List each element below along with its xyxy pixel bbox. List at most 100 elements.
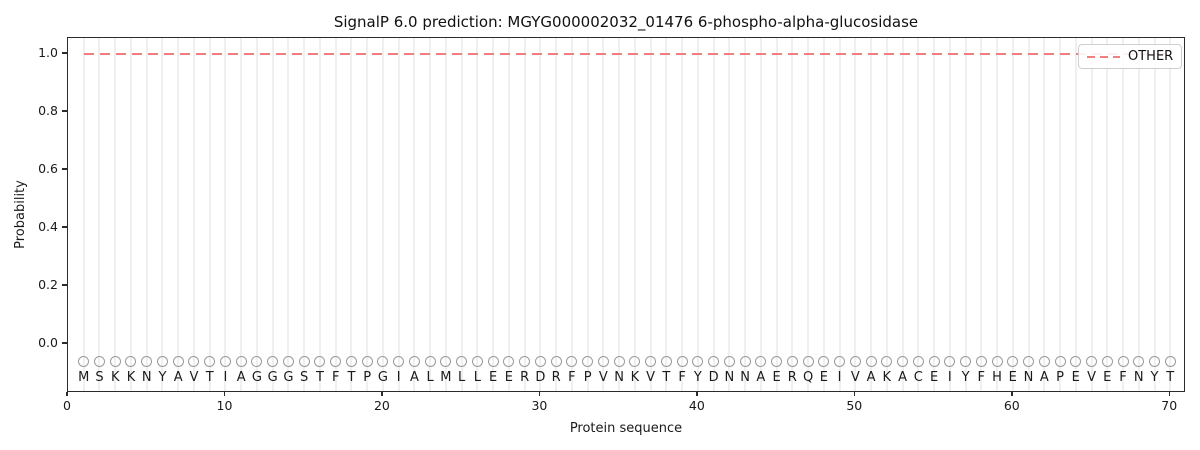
- residue-letter: R: [520, 370, 530, 385]
- residue-gridline: [177, 38, 180, 391]
- residue-marker-circle: [78, 356, 90, 367]
- residue-marker-circle: [534, 356, 546, 367]
- residue-marker-circle: [424, 356, 436, 367]
- residue-gridline: [507, 38, 510, 391]
- residue-marker-circle: [582, 356, 594, 367]
- residue-marker-circle: [93, 356, 105, 367]
- y-tick-label: 0.6: [38, 161, 58, 176]
- residue-gridline: [224, 38, 227, 391]
- residue-letter: N: [1133, 370, 1144, 385]
- residue-gridline: [791, 38, 794, 391]
- residue-letter: E: [1008, 370, 1017, 385]
- residue-letter: V: [850, 370, 860, 385]
- y-tick-label: 0.0: [38, 335, 58, 350]
- residue-marker-circle: [487, 356, 499, 367]
- residue-gridline: [161, 38, 164, 391]
- residue-marker-circle: [1038, 356, 1050, 367]
- residue-letter: T: [315, 370, 324, 385]
- residue-marker-circle: [282, 356, 294, 367]
- other-probability-line: [83, 53, 1171, 55]
- residue-letter: A: [898, 370, 908, 385]
- residue-marker-circle: [1007, 356, 1019, 367]
- residue-marker-circle: [519, 356, 531, 367]
- residue-gridline: [996, 38, 999, 391]
- residue-marker-circle: [330, 356, 342, 367]
- x-tick-label: 30: [531, 398, 548, 413]
- residue-letter: F: [331, 370, 340, 385]
- residue-letter: I: [947, 370, 952, 385]
- residue-letter: E: [772, 370, 781, 385]
- residue-letter: T: [1166, 370, 1175, 385]
- residue-gridline: [1169, 38, 1172, 391]
- residue-letter: F: [568, 370, 576, 385]
- residue-gridline: [1122, 38, 1124, 391]
- residue-marker-circle: [660, 356, 672, 367]
- residue-letter: Q: [802, 370, 814, 385]
- residue-letter: E: [504, 370, 513, 385]
- residue-gridline: [980, 38, 983, 391]
- residue-marker-circle: [125, 356, 137, 367]
- residue-letter: G: [251, 370, 262, 385]
- residue-gridline: [129, 38, 132, 391]
- y-tick-label: 0.4: [38, 219, 58, 234]
- residue-gridline: [1074, 38, 1077, 391]
- residue-gridline: [807, 38, 810, 391]
- x-axis-label: Protein sequence: [569, 421, 683, 436]
- residue-letter: E: [1103, 370, 1112, 385]
- residue-marker-circle: [991, 356, 1003, 367]
- residue-marker-circle: [786, 356, 798, 367]
- x-tick-mark: [538, 392, 541, 396]
- residue-letter: A: [1039, 370, 1049, 385]
- residue-marker-circle: [550, 356, 562, 367]
- residue-gridline: [145, 38, 148, 391]
- residue-marker-circle: [204, 356, 216, 367]
- residue-letter: V: [598, 370, 608, 385]
- residue-letter: I: [837, 370, 842, 385]
- residue-marker-circle: [172, 356, 184, 367]
- residue-gridline: [334, 38, 337, 391]
- residue-marker-circle: [235, 356, 247, 367]
- residue-letter: K: [126, 370, 136, 385]
- residue-gridline: [1043, 38, 1046, 391]
- residue-letter: P: [583, 370, 592, 385]
- residue-marker-circle: [645, 356, 657, 367]
- residue-gridline: [555, 38, 558, 391]
- residue-gridline: [602, 38, 605, 391]
- residue-gridline: [696, 38, 699, 391]
- y-tick-label: 0.8: [38, 103, 58, 118]
- residue-letter: F: [1119, 370, 1127, 385]
- residue-letter: I: [396, 370, 401, 385]
- residue-letter: N: [1023, 370, 1034, 385]
- residue-gridline: [271, 38, 274, 391]
- residue-marker-circle: [834, 356, 846, 367]
- residue-letter: F: [977, 370, 986, 385]
- residue-letter: E: [929, 370, 939, 385]
- residue-gridline: [885, 38, 888, 391]
- residue-marker-circle: [219, 356, 231, 367]
- y-tick-mark: [61, 342, 67, 344]
- residue-gridline: [586, 38, 589, 391]
- residue-marker-circle: [188, 356, 200, 367]
- residue-gridline: [712, 38, 715, 391]
- residue-marker-circle: [1133, 356, 1145, 367]
- residue-marker-circle: [109, 356, 121, 367]
- residue-marker-circle: [298, 356, 310, 367]
- residue-gridline: [1106, 38, 1109, 391]
- residue-letter: V: [646, 370, 656, 385]
- residue-marker-circle: [377, 356, 389, 367]
- x-tick-mark: [223, 392, 226, 396]
- residue-letter: K: [882, 370, 892, 385]
- residue-marker-circle: [676, 356, 688, 367]
- residue-marker-circle: [393, 356, 405, 367]
- residue-gridline: [854, 38, 857, 391]
- residue-gridline: [287, 38, 290, 391]
- residue-letter: T: [662, 370, 671, 385]
- residue-marker-circle: [471, 356, 483, 367]
- residue-marker-circle: [1054, 356, 1066, 367]
- residue-gridline: [192, 38, 195, 391]
- residue-letter: P: [1056, 370, 1064, 385]
- residue-gridline: [744, 38, 747, 391]
- residue-gridline: [1137, 38, 1140, 391]
- residue-letter: C: [913, 370, 923, 385]
